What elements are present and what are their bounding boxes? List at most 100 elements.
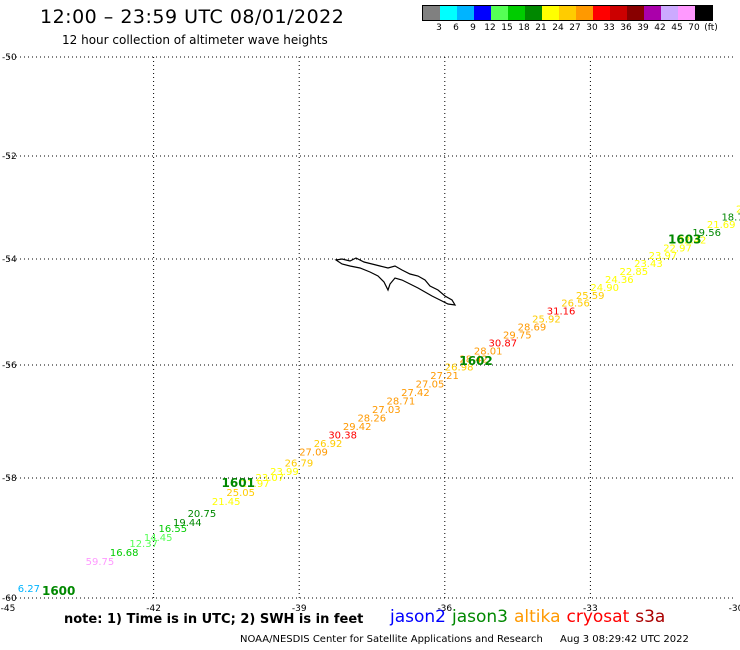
color-swatch [627,6,644,20]
swh-value-label: 29.75 [503,331,532,342]
latitude-tick-label: -60 [2,594,17,604]
swh-value-label: 28.26 [357,414,386,425]
swh-value-label: 14.45 [144,533,173,544]
footnote: note: 1) Time is in UTC; 2) SWH is in fe… [64,612,364,627]
color-swatch [678,6,695,20]
map-title: 12:00 – 23:59 UTC 08/01/2022 [40,6,345,28]
swh-value-label: 59.75 [86,557,115,568]
legend-satellite-cryosat: cryosat [566,607,630,627]
legend-satellite-jason2: jason2 [390,607,446,627]
swh-value-label: 28.42 [459,354,488,365]
color-scale-label: (ft) [704,23,718,33]
swh-value-label: 20.75 [188,509,217,520]
swh-value-label: 24.36 [605,275,634,286]
credit-line: NOAA/NESDIS Center for Satellite Applica… [240,634,689,645]
color-scale: 3 6 9 12 15 18 21 24 27 30 33 36 39 42 45 70 (ft) [422,5,718,35]
color-swatch [491,6,508,20]
color-swatch [559,6,576,20]
color-swatch [508,6,525,20]
color-swatch [440,6,457,20]
time-label: 1601 [222,476,255,490]
swh-value-label: 28.69 [518,323,547,334]
legend-satellite-jason3: jason3 [452,607,508,627]
longitude-tick-label: -39 [292,604,307,614]
swh-value-label: 22.42 [678,236,707,247]
color-scale-label: 36 [620,23,632,33]
swh-value-label: 27.05 [416,380,445,391]
longitude-tick-label: -33 [583,604,598,614]
swh-value-label: 26.92 [314,439,343,450]
color-swatch [644,6,661,20]
swh-value-label: 23.36 [736,205,740,216]
swh-value-label: 25.05 [226,488,255,499]
latitude-tick-label: -58 [2,474,17,484]
color-scale-label: 18 [518,23,530,33]
color-scale-label: 9 [470,23,476,33]
swh-value-label: 18.79 [721,212,740,223]
map-grid: -45 -42 -39 -36 -33 -30 -50 -52 -54 -56 -58 -60 [1,53,740,614]
swh-value-label: 22.85 [620,267,649,278]
generated-timestamp: Aug 3 08:29:42 UTC 2022 [560,634,689,645]
longitude-tick-label: -45 [1,604,16,614]
color-scale-label: 39 [637,23,649,33]
color-swatch [695,6,712,20]
swh-value-label: 30.38 [328,430,357,441]
swh-value-label: 25.59 [576,291,605,302]
color-scale-swatches [422,5,713,21]
longitude-tick-label: -42 [146,604,161,614]
south-georgia-island-coastline [334,257,457,306]
satellite-track: 6.2759.7516.6812.3714.4516.5519.4420.752… [18,205,740,598]
swh-value-label: 21.69 [707,220,736,231]
swh-value-label: 27.09 [299,447,328,458]
color-scale-label: 24 [552,23,564,33]
swh-value-label: 23.07 [256,473,285,484]
map-subtitle: 12 hour collection of altimeter wave hei… [62,33,328,47]
latitude-tick-label: -56 [2,361,17,371]
longitude-tick-label: -30 [729,604,740,614]
swh-value-label: 23.99 [270,467,299,478]
color-swatch [423,6,440,20]
swh-value-label: 25.92 [532,315,561,326]
color-scale-label: 15 [501,23,513,33]
swh-value-label: 23.97 [649,251,678,262]
swh-value-label: 28.71 [387,397,416,408]
satellite-legend: jason2 jason3 altika cryosat s3a [390,607,671,627]
color-swatch [457,6,474,20]
time-label: 1603 [668,233,701,247]
color-swatch [593,6,610,20]
swh-value-label: 27.03 [372,405,401,416]
color-swatch [661,6,678,20]
swh-value-label: 16.68 [110,548,139,559]
legend-satellite-s3a: s3a [635,607,666,627]
color-swatch [542,6,559,20]
color-scale-label: 3 [436,23,442,33]
swh-value-label: 27.21 [430,371,459,382]
legend-satellite-altika: altika [514,607,561,627]
color-scale-label: 70 [688,23,700,33]
swh-value-label: 24.90 [590,283,619,294]
swh-value-label: 30.87 [488,338,517,349]
swh-value-label: 19.44 [173,518,202,529]
swh-value-label: 29.42 [343,422,372,433]
color-swatch [474,6,491,20]
color-swatch [576,6,593,20]
latitude-tick-label: -50 [2,53,17,63]
color-scale-label: 12 [484,23,496,33]
color-scale-label: 21 [535,23,547,33]
swh-value-label: 26.98 [445,363,474,374]
longitude-tick-label: -36 [437,604,452,614]
swh-value-label: 23.43 [634,259,663,270]
swh-value-label: 21.45 [212,497,241,508]
swh-value-label: 31.16 [547,307,576,318]
swh-value-label: 21.97 [241,479,270,490]
color-scale-labels: 3 6 9 12 15 18 21 24 27 30 33 36 39 42 45 70 (ft) [422,23,718,35]
color-scale-label: 42 [654,23,666,33]
swh-value-label: 22.97 [663,243,692,254]
swh-value-label: 12.37 [129,539,158,550]
latitude-tick-label: -52 [2,152,17,162]
swh-value-label: 27.42 [401,388,430,399]
latitude-tick-label: -54 [2,255,17,265]
color-swatch [525,6,542,20]
color-swatch [610,6,627,20]
